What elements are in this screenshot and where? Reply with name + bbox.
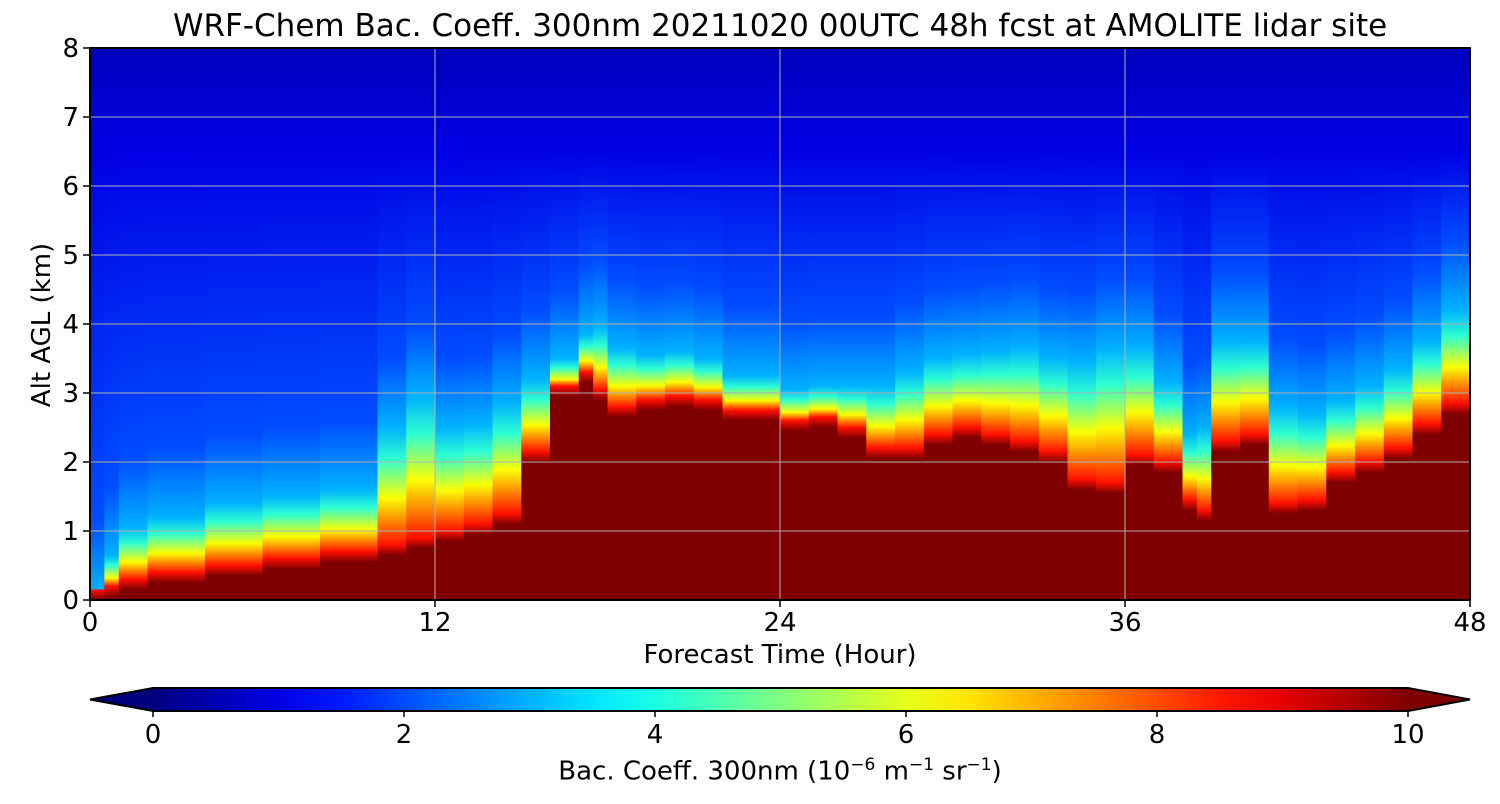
x-tick-label: 36 [1108,608,1141,638]
y-tick-label: 2 [62,448,79,478]
y-tick-label: 1 [62,517,79,547]
x-tick-label: 0 [82,608,99,638]
y-tick-label: 0 [62,586,79,616]
y-tick-label: 3 [62,379,79,409]
chart-title: WRF-Chem Bac. Coeff. 300nm 20211020 00UT… [172,8,1388,44]
colorbar-label: Bac. Coeff. 300nm (10−6 m−1 sr−1) [558,755,1002,787]
colorbar-extend-min [90,688,153,711]
colorbar-body [153,688,1408,711]
x-axis: 0 12 24 36 48 [82,600,1487,638]
y-tick-label: 4 [62,310,79,340]
x-tick-label: 48 [1453,608,1486,638]
y-tick-label: 7 [62,103,79,133]
y-tick-label: 6 [62,172,79,202]
colorbar-tick-label: 10 [1391,720,1424,750]
colorbar-tick-label: 6 [898,720,915,750]
x-tick-label: 24 [763,608,796,638]
colorbar: 0 2 4 6 8 10 [89,687,1471,750]
colorbar-tick-label: 2 [396,720,413,750]
colorbar-extend-max [1408,688,1470,711]
y-axis-label: Alt AGL (km) [27,242,57,408]
colorbar-tick-label: 0 [145,720,162,750]
x-tick-label: 12 [418,608,451,638]
y-axis: 0 1 2 3 4 5 6 7 8 [62,34,90,616]
y-tick-label: 8 [62,34,79,64]
colorbar-tick-label: 8 [1149,720,1166,750]
y-tick-label: 5 [62,241,79,271]
colorbar-tick-label: 4 [647,720,664,750]
x-axis-label: Forecast Time (Hour) [643,640,917,670]
